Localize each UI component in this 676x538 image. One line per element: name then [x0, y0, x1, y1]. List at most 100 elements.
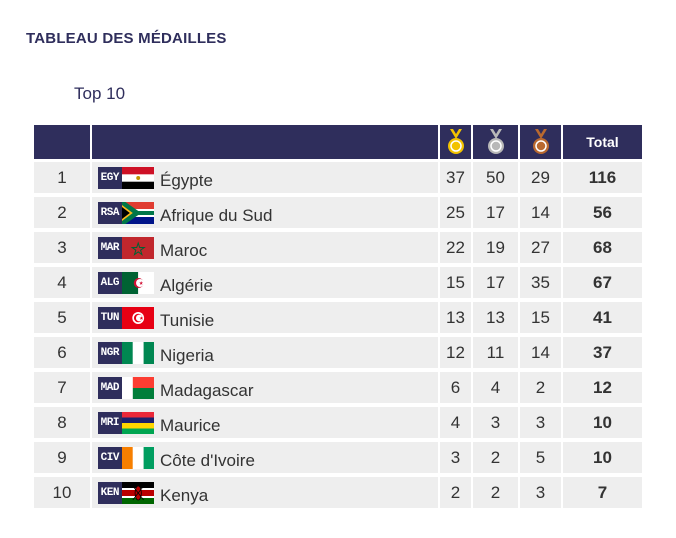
bronze-cell: 5 [520, 442, 563, 477]
country-code: NGR [98, 341, 122, 364]
country-name: Nigeria [160, 345, 214, 365]
south-africa-flag-icon [121, 201, 154, 224]
bronze-cell: 3 [520, 477, 563, 512]
bronze-header [520, 125, 563, 159]
algeria-flag-icon [121, 271, 154, 294]
rank-cell: 8 [34, 407, 92, 442]
silver-cell: 50 [473, 159, 520, 197]
bronze-cell: 2 [520, 372, 563, 407]
gold-cell: 6 [440, 372, 473, 407]
total-cell: 12 [563, 372, 642, 407]
total-header: Total [563, 125, 642, 159]
silver-cell: 17 [473, 197, 520, 232]
country-name: Afrique du Sud [160, 205, 273, 225]
country-cell: KEN Kenya [92, 477, 440, 512]
total-cell: 10 [563, 442, 642, 477]
silver-cell: 17 [473, 267, 520, 302]
total-cell: 56 [563, 197, 642, 232]
gold-cell: 4 [440, 407, 473, 442]
country-code: EGY [98, 166, 122, 189]
tunisia-flag-icon [121, 306, 154, 329]
table-row: 7 MAD Madagascar 6 4 2 12 [34, 372, 642, 407]
egypt-flag-icon [121, 166, 154, 189]
flag-badge: RSA [98, 201, 154, 224]
silver-cell: 4 [473, 372, 520, 407]
country-name: Tunisie [160, 310, 215, 330]
silver-cell: 19 [473, 232, 520, 267]
gold-cell: 13 [440, 302, 473, 337]
silver-medal-icon [487, 129, 504, 154]
flag-badge: EGY [98, 166, 154, 189]
country-code: RSA [98, 201, 122, 224]
gold-cell: 37 [440, 159, 473, 197]
gold-medal-icon [447, 129, 464, 154]
silver-header [473, 125, 520, 159]
country-header [92, 125, 440, 159]
bronze-cell: 14 [520, 197, 563, 232]
table-row: 6 NGR Nigeria 12 11 14 37 [34, 337, 642, 372]
country-cell: MAR Maroc [92, 232, 440, 267]
rank-header [34, 125, 92, 159]
bronze-cell: 3 [520, 407, 563, 442]
country-code: MRI [98, 411, 122, 434]
gold-cell: 25 [440, 197, 473, 232]
rank-cell: 4 [34, 267, 92, 302]
table-header-row: Total [34, 125, 642, 159]
mauritius-flag-icon [121, 411, 154, 434]
gold-cell: 3 [440, 442, 473, 477]
page-title: TABLEAU DES MÉDAILLES [26, 30, 227, 47]
table-row: 9 CIV Côte d'Ivoire 3 2 5 10 [34, 442, 642, 477]
country-cell: TUN Tunisie [92, 302, 440, 337]
gold-header [440, 125, 473, 159]
country-code: MAD [98, 376, 122, 399]
total-cell: 41 [563, 302, 642, 337]
country-name: Madagascar [160, 380, 254, 400]
flag-badge: MAR [98, 236, 154, 259]
country-name: Kenya [160, 485, 209, 505]
medal-table: Total 1 EGY Égypte 37 50 29 116 2 RSA [34, 125, 642, 512]
flag-badge: ALG [98, 271, 154, 294]
flag-badge: NGR [98, 341, 154, 364]
flag-badge: KEN [98, 481, 154, 504]
gold-cell: 15 [440, 267, 473, 302]
total-cell: 68 [563, 232, 642, 267]
country-name: Algérie [160, 275, 213, 295]
flag-badge: TUN [98, 306, 154, 329]
table-row: 2 RSA Afrique du Sud 25 17 14 56 [34, 197, 642, 232]
total-cell: 116 [563, 159, 642, 197]
country-cell: EGY Égypte [92, 159, 440, 197]
gold-cell: 12 [440, 337, 473, 372]
country-code: MAR [98, 236, 122, 259]
rank-cell: 7 [34, 372, 92, 407]
country-cell: RSA Afrique du Sud [92, 197, 440, 232]
country-cell: NGR Nigeria [92, 337, 440, 372]
flag-badge: CIV [98, 446, 154, 469]
country-code: TUN [98, 306, 122, 329]
country-name: Égypte [160, 170, 213, 190]
total-cell: 67 [563, 267, 642, 302]
silver-cell: 3 [473, 407, 520, 442]
rank-cell: 10 [34, 477, 92, 512]
table-row: 8 MRI Maurice 4 3 3 10 [34, 407, 642, 442]
rank-cell: 2 [34, 197, 92, 232]
table-row: 3 MAR Maroc 22 19 27 68 [34, 232, 642, 267]
table-row: 5 TUN Tunisie 13 13 15 41 [34, 302, 642, 337]
ivory-coast-flag-icon [121, 446, 154, 469]
nigeria-flag-icon [121, 341, 154, 364]
bronze-medal-icon [532, 129, 549, 154]
rank-cell: 6 [34, 337, 92, 372]
country-cell: CIV Côte d'Ivoire [92, 442, 440, 477]
country-cell: MRI Maurice [92, 407, 440, 442]
total-cell: 7 [563, 477, 642, 512]
total-cell: 10 [563, 407, 642, 442]
silver-cell: 2 [473, 442, 520, 477]
bronze-cell: 14 [520, 337, 563, 372]
gold-cell: 2 [440, 477, 473, 512]
table-row: 4 ALG Algérie 15 17 35 67 [34, 267, 642, 302]
kenya-flag-icon [121, 481, 154, 504]
flag-badge: MAD [98, 376, 154, 399]
country-name: Maroc [160, 240, 208, 260]
madagascar-flag-icon [121, 376, 154, 399]
bronze-cell: 29 [520, 159, 563, 197]
country-code: KEN [98, 481, 122, 504]
